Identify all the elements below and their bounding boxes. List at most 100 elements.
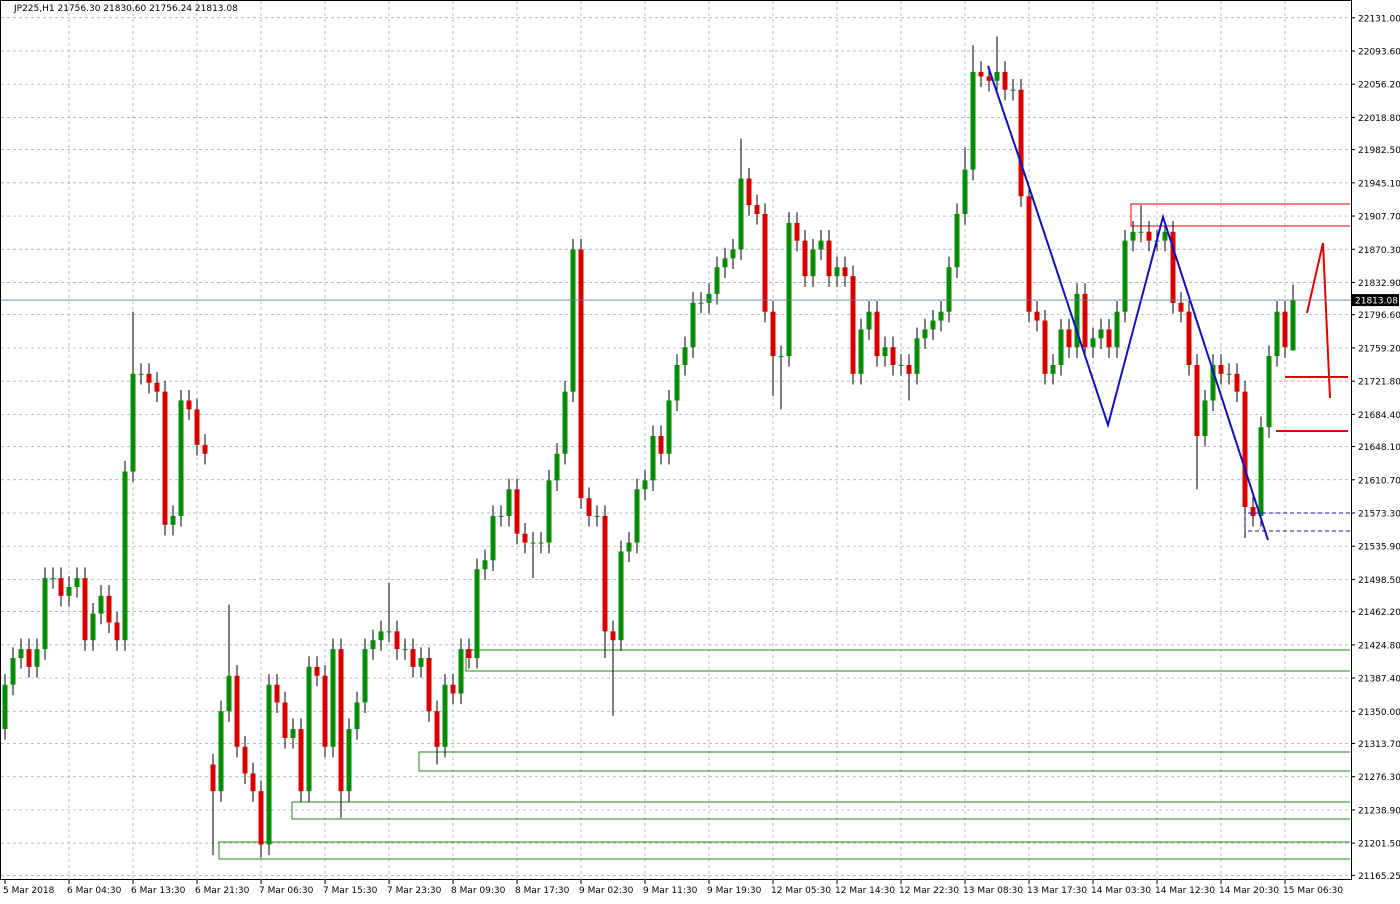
- candle-body: [866, 311, 872, 330]
- candle-body: [370, 640, 376, 650]
- y-tick-label: 21238.90: [1358, 806, 1400, 816]
- candle-body: [1250, 507, 1256, 516]
- candle-body: [130, 373, 136, 472]
- candle-body: [458, 649, 464, 694]
- candle-body: [1210, 364, 1216, 401]
- candle-body: [826, 240, 832, 277]
- candle-body: [1082, 293, 1088, 348]
- candle-body: [410, 649, 416, 667]
- candle-body: [1138, 231, 1144, 233]
- candle-body: [1194, 364, 1200, 437]
- candle-body: [26, 649, 32, 667]
- y-tick-label: 21982.50: [1358, 146, 1400, 156]
- candle-body: [146, 373, 152, 383]
- candle-body: [914, 338, 920, 374]
- candle-body: [226, 675, 232, 712]
- candle-body: [1242, 391, 1248, 508]
- candle-body: [154, 382, 160, 392]
- plot-frame: [0, 0, 1352, 880]
- y-tick-label: 22093.60: [1358, 47, 1400, 57]
- y-tick-label: 21796.60: [1358, 311, 1400, 321]
- candle-body: [522, 533, 528, 543]
- candle-body: [930, 320, 936, 330]
- y-tick-label: 21498.50: [1358, 576, 1400, 586]
- candle-body: [754, 205, 760, 215]
- y-tick-label: 22131.00: [1358, 14, 1400, 24]
- grid: [1, 1, 1351, 880]
- candle-body: [706, 293, 712, 303]
- candle-body: [1074, 293, 1080, 348]
- candle-body: [346, 729, 352, 792]
- candle-body: [1170, 231, 1176, 303]
- x-tick-label: 12 Mar 22:30: [899, 886, 959, 896]
- candle-body: [730, 249, 736, 259]
- candle-body: [34, 649, 40, 667]
- candle-body: [546, 480, 552, 543]
- x-tick-label: 7 Mar 23:30: [387, 886, 442, 896]
- y-tick-label: 22056.20: [1358, 81, 1400, 91]
- candle-body: [322, 675, 328, 747]
- candle-body: [1266, 356, 1272, 428]
- candle-body: [170, 515, 176, 525]
- candle-body: [1218, 364, 1224, 374]
- candle-body: [834, 267, 840, 277]
- projection-arrow: [1306, 242, 1331, 399]
- y-tick-label: 21350.00: [1358, 708, 1400, 718]
- y-tick-label: 21462.20: [1358, 608, 1400, 618]
- x-tick-label: 14 Mar 03:30: [1091, 886, 1151, 896]
- candle-body: [1114, 311, 1120, 348]
- x-tick-label: 12 Mar 05:30: [771, 886, 831, 896]
- candle-body: [578, 249, 584, 499]
- candle-body: [1026, 196, 1032, 312]
- candle-body: [1234, 373, 1240, 392]
- candle-body: [610, 631, 616, 641]
- y-tick-label: 21759.20: [1358, 344, 1400, 354]
- candle-body: [1186, 311, 1192, 365]
- candle-body: [498, 515, 504, 517]
- y-tick-label: 21313.70: [1358, 740, 1400, 750]
- candle-body: [298, 729, 304, 792]
- candle-body: [482, 560, 488, 570]
- candle-body: [1050, 364, 1056, 374]
- candle-body: [1090, 338, 1096, 348]
- y-tick-label: 21648.10: [1358, 443, 1400, 453]
- candle-body: [794, 222, 800, 241]
- candle-body: [210, 764, 216, 792]
- x-tick-label: 13 Mar 08:30: [963, 886, 1023, 896]
- candle-body: [554, 453, 560, 481]
- candle-body: [98, 595, 104, 614]
- candle-body: [602, 515, 608, 632]
- support-zone: [418, 751, 1350, 772]
- candle-body: [114, 622, 120, 641]
- candle-body: [234, 675, 240, 747]
- candle-body: [186, 400, 192, 410]
- candle-body: [642, 480, 648, 490]
- candle-body: [474, 569, 480, 659]
- y-tick-label: 21276.30: [1358, 773, 1400, 783]
- chart-title: JP225,H1 21756.30 21830.60 21756.24 2181…: [13, 4, 238, 14]
- candle-body: [18, 649, 24, 659]
- x-tick-label: 9 Mar 02:30: [579, 886, 634, 896]
- y-tick-label: 21573.30: [1358, 509, 1400, 519]
- support-zone: [465, 649, 1350, 672]
- candle-body: [1274, 311, 1280, 357]
- candle-body: [418, 658, 424, 667]
- candle-body: [538, 542, 544, 544]
- candle-body: [762, 214, 768, 312]
- y-tick-label: 21684.40: [1358, 411, 1400, 421]
- candle-body: [562, 391, 568, 454]
- support-zone: [291, 801, 1350, 820]
- candle-body: [386, 631, 392, 633]
- candle-body: [1122, 240, 1128, 312]
- candle-body: [1098, 329, 1104, 339]
- candle-body: [970, 71, 976, 170]
- last-price-label: 21813.08: [1355, 297, 1398, 307]
- y-tick-label: 21945.10: [1358, 179, 1400, 189]
- candle-body: [786, 222, 792, 357]
- annotations: [987, 65, 1350, 541]
- candle-body: [338, 649, 344, 792]
- candle-body: [650, 436, 656, 481]
- candle-body: [994, 71, 1000, 81]
- candle-body: [466, 649, 472, 659]
